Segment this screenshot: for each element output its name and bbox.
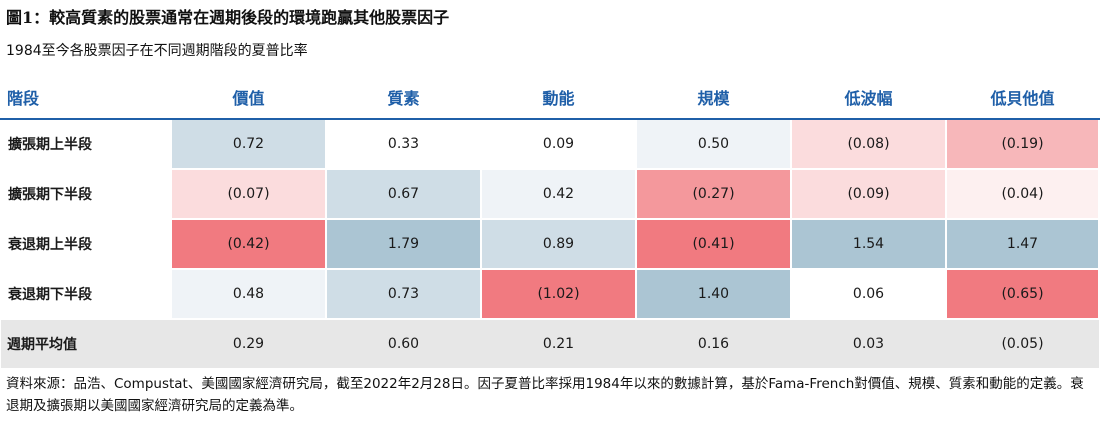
summary-cell: 0.29 [171,319,326,368]
heatmap-cell: (0.09) [790,168,947,220]
heatmap-cell: 0.72 [170,118,327,170]
heatmap-cell: 1.54 [790,218,947,270]
heatmap-cell: (0.41) [635,218,792,270]
summary-cell: 0.21 [481,319,636,368]
table-row: 衰退期上半段 (0.42) 1.79 0.89 (0.41) 1.54 1.47 [0,218,1100,270]
summary-row: 週期平均值 0.29 0.60 0.21 0.16 0.03 (0.05) [1,319,1099,368]
heatmap-cell: 0.42 [480,168,637,220]
column-header-size: 規模 [636,75,791,120]
row-label: 衰退期下半段 [0,268,172,320]
heatmap-cell: (0.42) [170,218,327,270]
column-header-low-volatility: 低波幅 [791,75,946,120]
heatmap-cell: 1.79 [325,218,482,270]
heatmap-cell: 0.73 [325,268,482,320]
heatmap-cell: 0.50 [635,118,792,170]
chart-subtitle: 1984至今各股票因子在不同週期階段的夏普比率 [6,43,308,59]
heatmap-cell: (0.07) [170,168,327,220]
row-label: 擴張期上半段 [0,118,172,170]
row-label: 擴張期下半段 [0,168,172,220]
heatmap-cell: 0.09 [480,118,637,170]
sharpe-ratio-table: 階段 價值 質素 動能 規模 低波幅 低貝他值 擴張期上半段 0.72 0.33… [0,75,1100,368]
heatmap-cell: 0.48 [170,268,327,320]
summary-cell: (0.05) [946,319,1099,368]
page-title: 圖1：較高質素的股票通常在週期後段的環境跑贏其他股票因子 [6,8,450,27]
source-note: 資料來源：品浩、Compustat、美國國家經濟研究局，截至2022年2月28日… [6,376,1084,414]
heatmap-cell: 0.33 [325,118,482,170]
heatmap-cell: (0.19) [945,118,1100,170]
table-row: 擴張期上半段 0.72 0.33 0.09 0.50 (0.08) (0.19) [0,118,1100,170]
column-header-quality: 質素 [326,75,481,120]
table-row: 擴張期下半段 (0.07) 0.67 0.42 (0.27) (0.09) (0… [0,168,1100,220]
column-header-value: 價值 [171,75,326,120]
row-label: 衰退期上半段 [0,218,172,270]
header-row: 階段 價值 質素 動能 規模 低波幅 低貝他值 [1,75,1099,120]
summary-cell: 0.16 [636,319,791,368]
heatmap-cell: (0.65) [945,268,1100,320]
summary-cell: 0.60 [326,319,481,368]
column-header-momentum: 動能 [481,75,636,120]
heatmap-cell: (1.02) [480,268,637,320]
summary-cell: 0.03 [791,319,946,368]
summary-row-label: 週期平均值 [1,319,171,368]
heatmap-cell: (0.27) [635,168,792,220]
heatmap-cell: (0.08) [790,118,947,170]
heatmap-cell: 1.40 [635,268,792,320]
heatmap-cell: 1.47 [945,218,1100,270]
heatmap-cell: 0.06 [790,268,947,320]
column-header-low-beta: 低貝他值 [946,75,1099,120]
table-row: 衰退期下半段 0.48 0.73 (1.02) 1.40 0.06 (0.65) [0,268,1100,320]
heatmap-cell: 0.67 [325,168,482,220]
heatmap-cell: 0.89 [480,218,637,270]
row-header-label: 階段 [1,75,171,120]
heatmap-cell: (0.04) [945,168,1100,220]
